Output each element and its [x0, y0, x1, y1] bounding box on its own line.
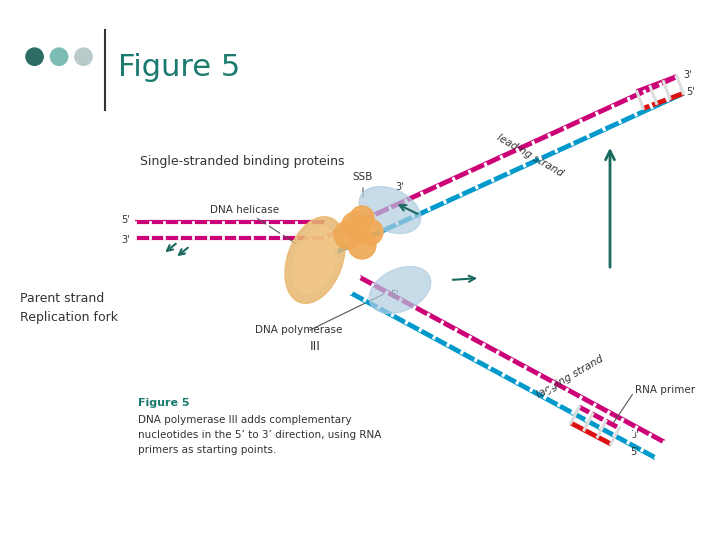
Circle shape [342, 212, 368, 238]
Circle shape [348, 231, 376, 259]
Text: Replication fork: Replication fork [20, 312, 118, 325]
Text: Parent strand: Parent strand [20, 292, 104, 305]
Circle shape [350, 206, 374, 230]
Text: nucleotides in the 5’ to 3’ direction, using RNA: nucleotides in the 5’ to 3’ direction, u… [138, 430, 382, 440]
Text: 5': 5' [686, 87, 695, 97]
Text: 3': 3' [683, 70, 692, 80]
Circle shape [26, 48, 43, 65]
Text: DNA polymerase: DNA polymerase [255, 325, 343, 335]
Text: Figure 5: Figure 5 [138, 398, 189, 408]
Text: 3': 3' [630, 430, 639, 440]
Circle shape [50, 48, 68, 65]
Text: Figure 5: Figure 5 [118, 53, 240, 83]
Text: leading strand: leading strand [495, 132, 565, 178]
Text: DNA helicase: DNA helicase [210, 205, 279, 215]
Text: Single-stranded binding proteins: Single-stranded binding proteins [140, 156, 344, 168]
Ellipse shape [293, 227, 337, 293]
Ellipse shape [359, 186, 420, 233]
Text: 5': 5' [630, 447, 639, 457]
Text: SSB: SSB [353, 172, 373, 182]
Text: 5': 5' [121, 215, 130, 225]
Circle shape [75, 48, 92, 65]
Text: primers as starting points.: primers as starting points. [138, 445, 276, 455]
Text: 3': 3' [396, 182, 405, 192]
Circle shape [357, 219, 383, 245]
Text: 5': 5' [391, 290, 400, 300]
Text: RNA primer: RNA primer [635, 385, 695, 395]
Ellipse shape [369, 267, 431, 314]
Text: 3': 3' [122, 235, 130, 245]
Text: DNA polymerase III adds complementary: DNA polymerase III adds complementary [138, 415, 351, 425]
Ellipse shape [285, 217, 345, 303]
Circle shape [334, 221, 362, 249]
Text: III: III [310, 341, 320, 354]
Text: lagging strand: lagging strand [535, 354, 605, 400]
